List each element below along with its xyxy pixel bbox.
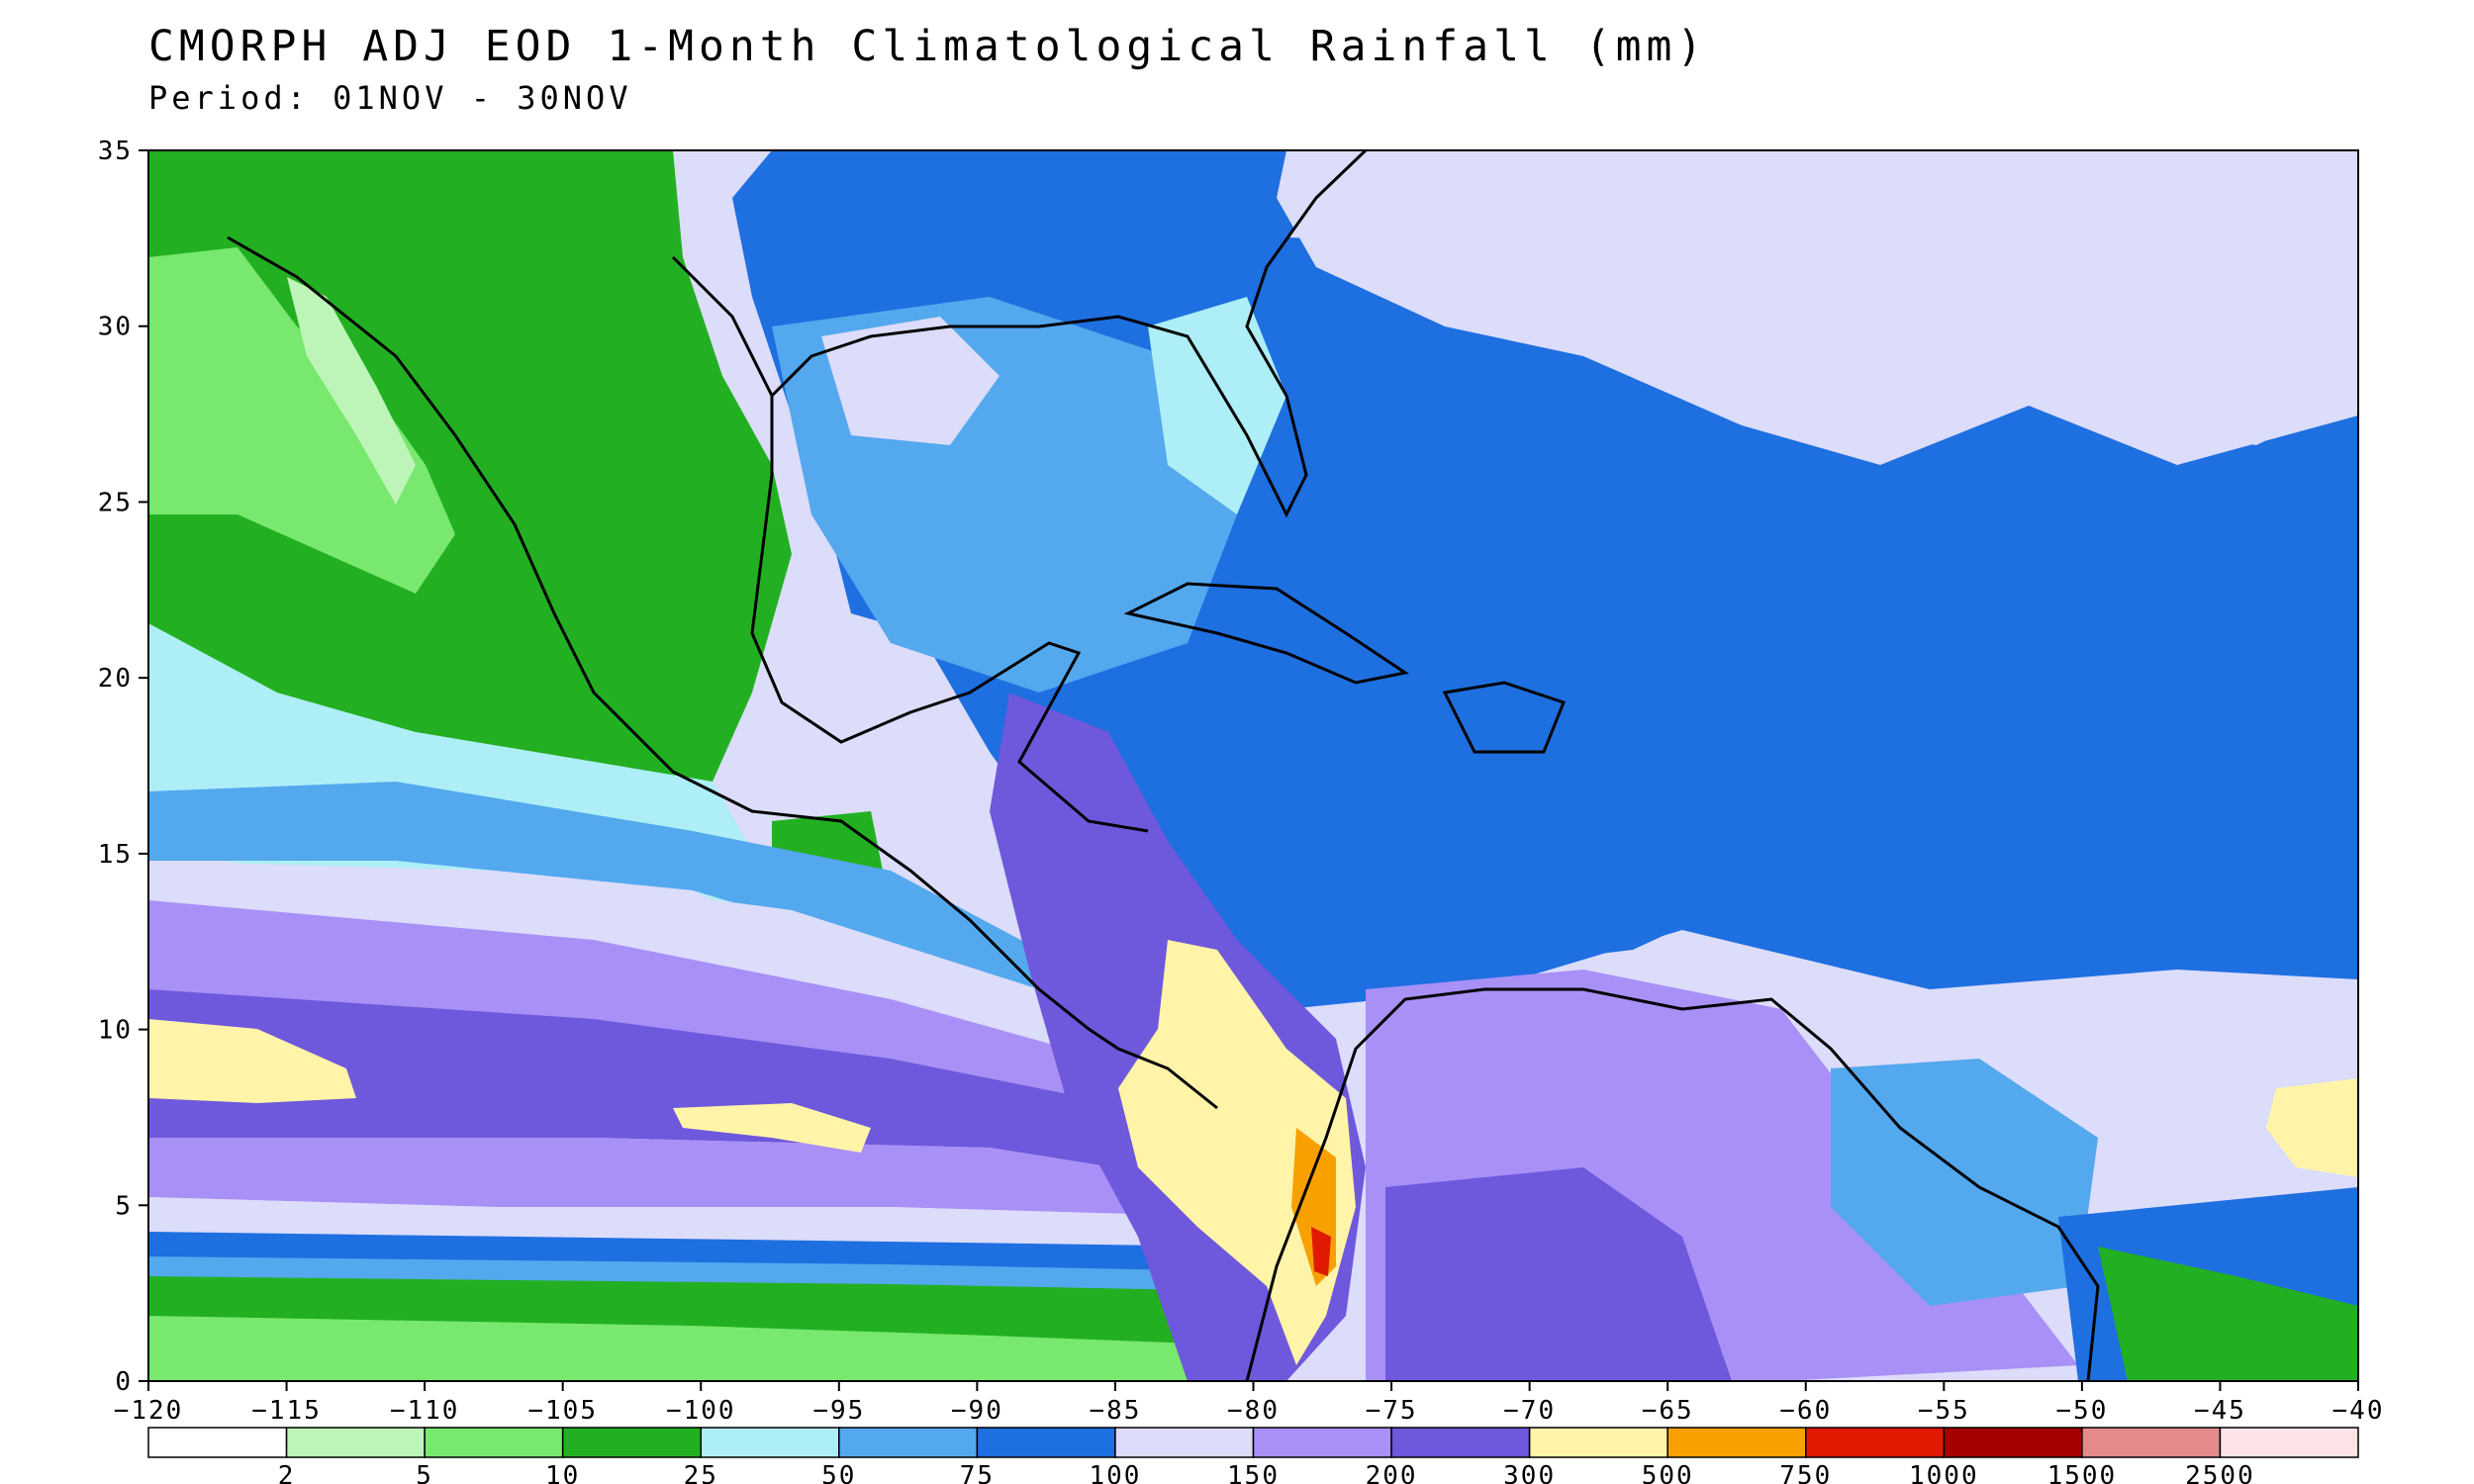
lon-tick-label: −115: [251, 1396, 322, 1426]
lon-tick-label: −70: [1503, 1396, 1556, 1426]
coastline-us-gulf: [770, 150, 1368, 518]
legend-swatch: [2219, 1427, 2359, 1458]
lon-tick-label: −90: [951, 1396, 1003, 1426]
legend-threshold-label: 100: [1089, 1461, 1141, 1484]
legend-threshold-label: 5: [416, 1461, 433, 1484]
field-east-green: [2098, 1247, 2358, 1381]
field-pacific-band-7: [148, 1232, 1237, 1271]
field-mexico-midgreen: [148, 247, 455, 594]
lat-tick-label: 35: [98, 137, 133, 166]
map-period: Period: 01NOV - 30NOV: [148, 79, 632, 117]
coastline-cuba: [1123, 582, 1409, 685]
legend-threshold-label: 1500: [2047, 1461, 2118, 1484]
legend-swatch: [424, 1427, 564, 1458]
lon-tick-label: −85: [1089, 1396, 1141, 1426]
legend-swatch: [1390, 1427, 1531, 1458]
lon-tick-label: −45: [2194, 1396, 2246, 1426]
field-atlantic-lavender: [1277, 150, 2358, 465]
lat-tick-label: 10: [98, 1016, 133, 1046]
field-pacific-band-8: [148, 1256, 1237, 1291]
field-baja-light: [287, 277, 416, 505]
lon-tick-label: −60: [1779, 1396, 1832, 1426]
field-guiana-blue: [1831, 1059, 2098, 1306]
lat-tick-label: 15: [98, 840, 133, 870]
coastline-hispaniola: [1442, 681, 1566, 754]
legend-threshold-label: 25: [684, 1461, 718, 1484]
lon-tick-label: −100: [666, 1396, 736, 1426]
field-pacific-band-2: [148, 861, 1138, 1068]
lat-tick-label: 20: [98, 664, 133, 694]
lon-tick-label: −65: [1642, 1396, 1694, 1426]
lon-tick-label: −55: [1918, 1396, 1970, 1426]
field-gulf-light: [1148, 297, 1286, 514]
field-colombia-red: [1311, 1227, 1331, 1276]
legend-swatch: [838, 1427, 979, 1458]
legend-threshold-label: 2: [278, 1461, 296, 1484]
lat-tick-label: 0: [115, 1367, 133, 1397]
field-itcz-yellow-mid: [673, 1103, 871, 1153]
lon-tick-label: −40: [2332, 1396, 2385, 1426]
lat-tick-label: 25: [98, 488, 133, 517]
legend-threshold-label: 750: [1779, 1461, 1832, 1484]
lon-tick-label: −75: [1366, 1396, 1418, 1426]
legend-swatch: [1805, 1427, 1946, 1458]
lon-tick-label: −80: [1227, 1396, 1280, 1426]
coastline-north-america: [227, 235, 1218, 1110]
lat-tick-label: 30: [98, 313, 133, 342]
field-itcz-yellow-east: [2266, 1078, 2358, 1177]
field-caribbean-blue: [1188, 673, 1761, 979]
field-gulf-lavender: [821, 317, 999, 445]
lon-tick-label: −105: [527, 1396, 598, 1426]
rainfall-field: [148, 150, 2358, 1381]
legend-threshold-label: 1000: [1909, 1461, 1979, 1484]
legend-swatch: [1943, 1427, 2083, 1458]
field-itcz-yellow-west: [148, 1019, 356, 1103]
legend-swatch: [1666, 1427, 1807, 1458]
legend-threshold-label: 2500: [2185, 1461, 2255, 1484]
lon-tick-label: −50: [2055, 1396, 2108, 1426]
coastline-gulf: [671, 255, 1149, 833]
lat-tick-label: 5: [115, 1191, 133, 1221]
legend-swatch: [1252, 1427, 1392, 1458]
coastline-south-america: [1245, 987, 2100, 1381]
legend-swatch: [2081, 1427, 2222, 1458]
legend-swatch: [561, 1427, 702, 1458]
lon-tick-label: −95: [812, 1396, 865, 1426]
field-pacific-band-10: [148, 1316, 1257, 1381]
legend-threshold-label: 150: [1227, 1461, 1280, 1484]
lon-tick-label: −110: [390, 1396, 460, 1426]
field-sa-interior-deep: [1385, 1167, 1732, 1381]
legend-threshold-label: 300: [1503, 1461, 1556, 1484]
legend-threshold-label: 75: [960, 1461, 995, 1484]
field-colombia-yellow: [1118, 940, 1356, 1365]
color-legend: 2 5 10 25 50 75 100 150 200 300 500 750 1000 1500 2500: [147, 1427, 2359, 1484]
legend-swatch: [700, 1427, 840, 1458]
map-title: CMORPH ADJ EOD 1-Month Climatological Ra…: [148, 22, 1708, 71]
lon-tick-label: −120: [114, 1396, 184, 1426]
legend-threshold-label: 10: [545, 1461, 580, 1484]
legend-swatch: [147, 1427, 288, 1458]
legend-threshold-label: 200: [1366, 1461, 1418, 1484]
legend-swatch: [1114, 1427, 1255, 1458]
lon-axis: −120 −115 −110 −105 −100 −95 −90 −85 −80 −75 −70 −6…: [114, 1381, 2385, 1426]
legend-threshold-label: 500: [1642, 1461, 1694, 1484]
field-pacific-band-1: [148, 782, 1138, 1029]
field-pacific-band-6: [148, 1197, 1237, 1247]
field-pacific-band-5: [148, 1138, 1237, 1217]
field-pacific-band-3: [148, 900, 1138, 1108]
legend-swatch: [976, 1427, 1116, 1458]
legend-swatch: [285, 1427, 426, 1458]
coastlines: [227, 150, 2100, 1381]
lat-axis: 0 5 10 15 20 25 30 35: [98, 137, 148, 1397]
legend-swatch: [1528, 1427, 1668, 1458]
legend-threshold-label: 50: [821, 1461, 856, 1484]
